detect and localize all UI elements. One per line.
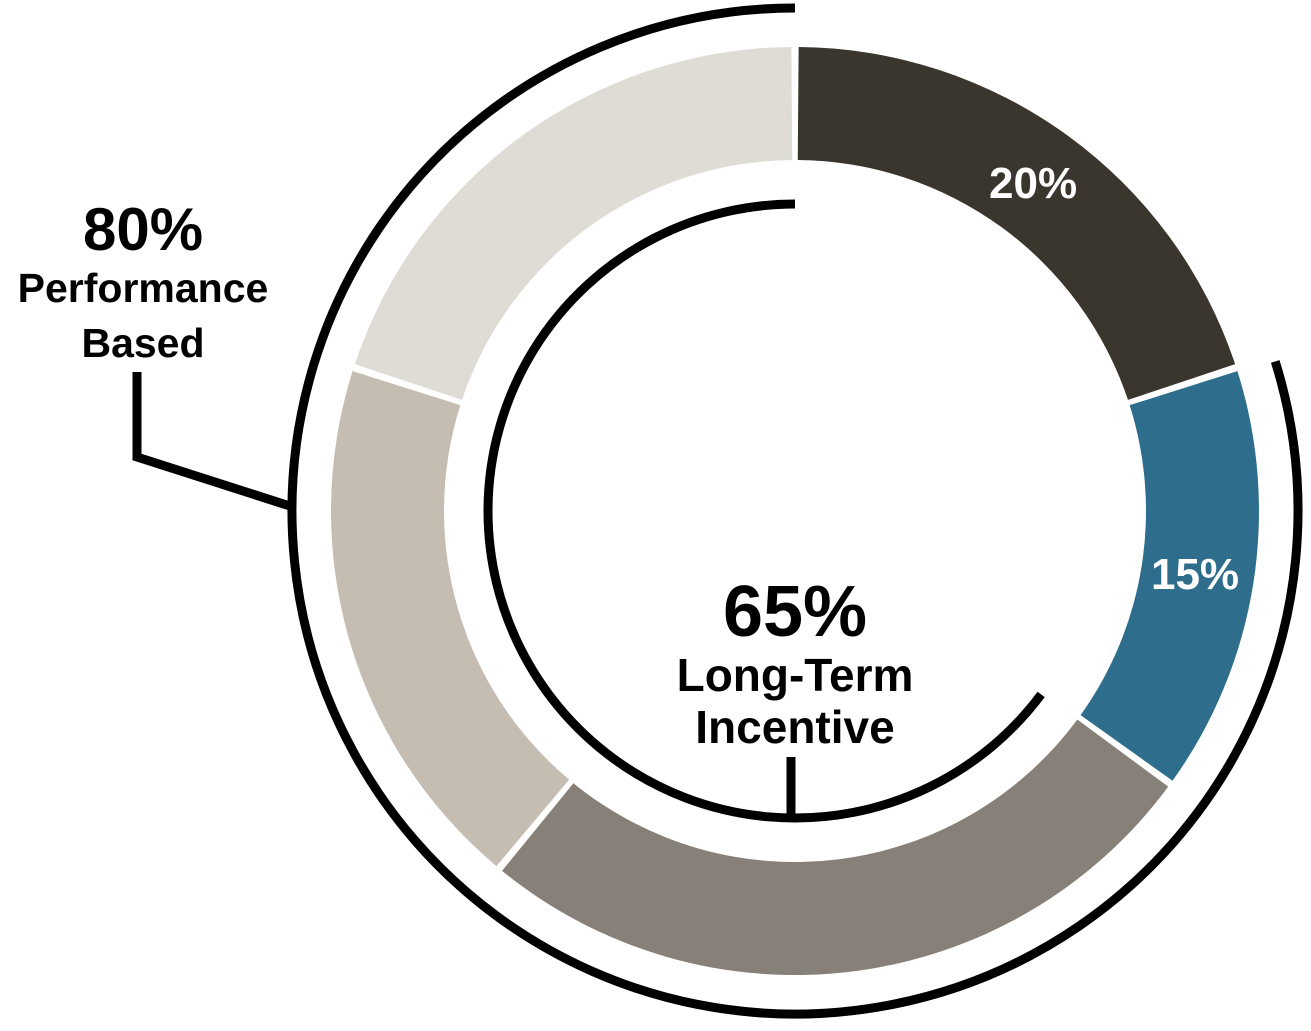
donut-segment-long-term-incentive-part-3 (354, 47, 793, 400)
long-term-incentive-word2-text: Incentive (695, 701, 895, 753)
performance-based-word1-text: Performance (17, 265, 269, 311)
long-term-incentive-word1-text: Long-Term (676, 649, 914, 701)
long-term-incentive-label: 65% Long-Term Incentive (625, 572, 965, 754)
donut-segment-not-performance-based (797, 47, 1236, 400)
donut-segments-layer: 20% 15% (331, 47, 1259, 976)
performance-based-word2-text: Based (81, 320, 205, 366)
donut-segment-annual-incentive (1080, 371, 1259, 781)
donut-segment-long-term-incentive-part-2 (331, 371, 570, 867)
bracket-arc-performance-based (287, 3, 1303, 1019)
long-term-incentive-pct-text: 65% (722, 572, 868, 652)
donut-segment-long-term-incentive-part-1 (502, 719, 1169, 976)
performance-based-label: 80% Performance Based (0, 199, 286, 371)
performance-based-connector-line (132, 372, 295, 512)
bracket-arcs-layer (287, 3, 1303, 1019)
segment-label-not-performance-based: 20% (989, 159, 1077, 208)
performance-based-pct-text: 80% (82, 196, 204, 263)
bracket-arc-long-term-incentive (483, 199, 1045, 823)
segment-label-annual-incentive: 15% (1151, 550, 1239, 599)
